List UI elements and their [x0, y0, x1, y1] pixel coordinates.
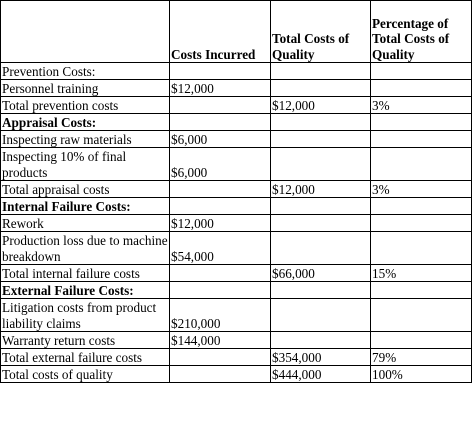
row-label-cell: Total external failure costs: [0, 348, 170, 366]
costs-incurred-cell: [169, 197, 271, 215]
cost-of-quality-table: Costs Incurred Total Costs of Quality Pe…: [0, 0, 472, 383]
costs-incurred-cell: [169, 348, 271, 366]
table-row: Production loss due to machine breakdown…: [0, 231, 472, 265]
percentage-cell: [370, 298, 472, 332]
percentage-cell: [370, 331, 472, 349]
costs-incurred-cell: [169, 113, 271, 131]
percentage-cell: [370, 197, 472, 215]
row-label-cell: Warranty return costs: [0, 331, 170, 349]
percentage-cell: 79%: [370, 348, 472, 366]
table-row: Warranty return costs $144,000: [0, 331, 472, 349]
total-costs-cell: $354,000: [270, 348, 371, 366]
percentage-cell: [370, 113, 472, 131]
costs-incurred-cell: $12,000: [169, 214, 271, 232]
total-costs-cell: [270, 197, 371, 215]
total-costs-cell: [270, 113, 371, 131]
table-row: Total internal failure costs $66,000 15%: [0, 264, 472, 282]
header-blank-cell: [0, 0, 170, 63]
costs-incurred-cell: $210,000: [169, 298, 271, 332]
row-label-cell: Prevention Costs:: [0, 62, 170, 80]
total-costs-cell: $12,000: [270, 96, 371, 114]
row-label-cell: Total prevention costs: [0, 96, 170, 114]
percentage-cell: [370, 79, 472, 97]
costs-incurred-cell: [169, 96, 271, 114]
table-row: Total prevention costs $12,000 3%: [0, 96, 472, 114]
total-costs-cell: [270, 147, 371, 181]
total-costs-cell: [270, 130, 371, 148]
percentage-cell: [370, 62, 472, 80]
row-label-cell: Inspecting 10% of final products: [0, 147, 170, 181]
costs-incurred-cell: [169, 365, 271, 383]
table-row: Personnel training $12,000: [0, 79, 472, 97]
header-row: Costs Incurred Total Costs of Quality Pe…: [0, 0, 472, 63]
total-costs-cell: [270, 298, 371, 332]
costs-incurred-cell: [169, 281, 271, 299]
table-row: Total external failure costs $354,000 79%: [0, 348, 472, 366]
costs-incurred-cell: $54,000: [169, 231, 271, 265]
percentage-cell: 15%: [370, 264, 472, 282]
costs-incurred-cell: [169, 180, 271, 198]
table-row: Rework $12,000: [0, 214, 472, 232]
row-label-cell: Production loss due to machine breakdown: [0, 231, 170, 265]
percentage-cell: 100%: [370, 365, 472, 383]
total-costs-cell: [270, 281, 371, 299]
total-costs-cell: $12,000: [270, 180, 371, 198]
percentage-cell: [370, 130, 472, 148]
percentage-cell: [370, 214, 472, 232]
table-row: Total appraisal costs $12,000 3%: [0, 180, 472, 198]
table-row: Total costs of quality $444,000 100%: [0, 365, 472, 383]
percentage-cell: 3%: [370, 180, 472, 198]
row-label-cell: Inspecting raw materials: [0, 130, 170, 148]
percentage-cell: [370, 231, 472, 265]
row-label-cell: Total appraisal costs: [0, 180, 170, 198]
costs-incurred-cell: $6,000: [169, 130, 271, 148]
header-total-costs-of-quality: Total Costs of Quality: [270, 0, 371, 63]
costs-incurred-cell: [169, 264, 271, 282]
total-costs-cell: [270, 231, 371, 265]
table-row: Litigation costs from product liability …: [0, 298, 472, 332]
percentage-cell: 3%: [370, 96, 472, 114]
header-costs-incurred: Costs Incurred: [169, 0, 271, 63]
table-row: Prevention Costs:: [0, 62, 472, 80]
costs-incurred-cell: $6,000: [169, 147, 271, 181]
row-label-cell: Personnel training: [0, 79, 170, 97]
total-costs-cell: [270, 79, 371, 97]
table-row: External Failure Costs:: [0, 281, 472, 299]
table-row: Inspecting raw materials $6,000: [0, 130, 472, 148]
row-label-cell: Internal Failure Costs:: [0, 197, 170, 215]
total-costs-cell: [270, 331, 371, 349]
header-percentage-of-total: Percentage of Total Costs of Quality: [370, 0, 472, 63]
percentage-cell: [370, 147, 472, 181]
table-row: Internal Failure Costs:: [0, 197, 472, 215]
costs-incurred-cell: [169, 62, 271, 80]
total-costs-cell: $66,000: [270, 264, 371, 282]
percentage-cell: [370, 281, 472, 299]
total-costs-cell: [270, 62, 371, 80]
row-label-cell: Appraisal Costs:: [0, 113, 170, 131]
row-label-cell: External Failure Costs:: [0, 281, 170, 299]
total-costs-cell: [270, 214, 371, 232]
costs-incurred-cell: $144,000: [169, 331, 271, 349]
table-row: Inspecting 10% of final products $6,000: [0, 147, 472, 181]
row-label-cell: Rework: [0, 214, 170, 232]
row-label-cell: Litigation costs from product liability …: [0, 298, 170, 332]
table-row: Appraisal Costs:: [0, 113, 472, 131]
row-label-cell: Total internal failure costs: [0, 264, 170, 282]
row-label-cell: Total costs of quality: [0, 365, 170, 383]
total-costs-cell: $444,000: [270, 365, 371, 383]
costs-incurred-cell: $12,000: [169, 79, 271, 97]
